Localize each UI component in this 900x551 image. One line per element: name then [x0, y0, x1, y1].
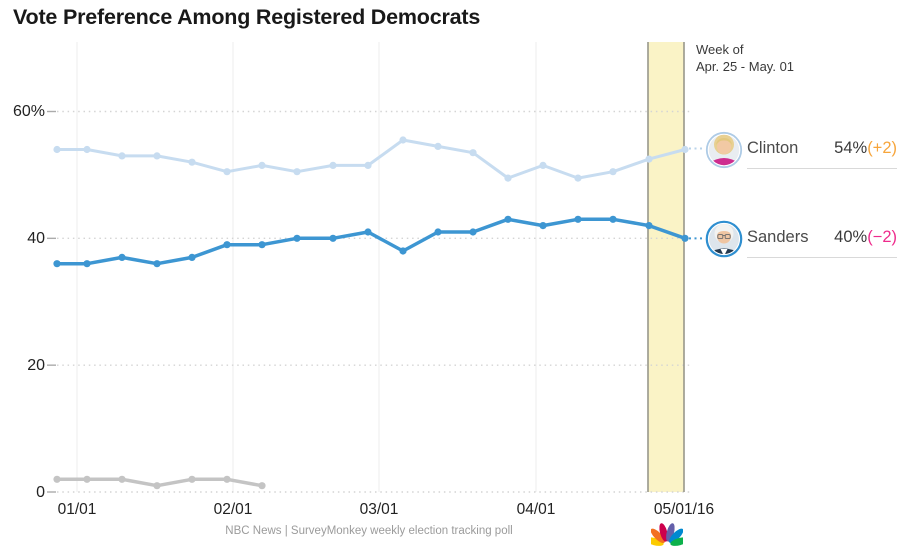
sanders-point-0 [53, 475, 61, 483]
gray-point-11 [434, 142, 442, 150]
clinton-point-15 [574, 215, 582, 223]
clinton-point-3 [153, 260, 161, 268]
annotation-line2: Apr. 25 - May. 01 [696, 58, 795, 74]
clinton-point-16 [609, 215, 617, 223]
peacock-feather-4 [669, 528, 683, 543]
gray-point-9 [364, 161, 372, 169]
clinton-point-4 [188, 253, 196, 261]
peacock-feather-5 [670, 537, 683, 546]
sanders-point-5 [223, 475, 231, 483]
highlight-band-annotation: Week of Apr. 25 - May. 01 [696, 42, 794, 75]
gray-point-6 [258, 161, 266, 169]
y-axis-label-20: 20 [27, 357, 45, 374]
sanders-point-3 [153, 482, 161, 490]
sanders-point-4 [188, 475, 196, 483]
gray-point-14 [539, 161, 547, 169]
clinton-avatar [705, 131, 743, 169]
nbc-peacock-icon [651, 523, 683, 546]
sanders-avatar [705, 220, 743, 258]
clinton-point-7 [293, 234, 301, 242]
y-axis-label-60: 60% [12, 103, 45, 120]
highlight-band [648, 42, 684, 492]
gray-point-3 [153, 152, 161, 160]
gray-point-17 [645, 155, 653, 163]
clinton-point-2 [118, 253, 126, 261]
clinton-point-10 [399, 247, 407, 255]
gray-point-15 [574, 174, 582, 182]
clinton-point-18 [681, 234, 689, 242]
clinton-point-1 [83, 260, 91, 268]
clinton-point-6 [258, 241, 266, 249]
clinton-point-5 [223, 241, 231, 249]
y-axis-label-40: 40 [27, 230, 45, 247]
x-axis-label-apr: 04/01 [516, 501, 556, 518]
clinton-change: (+2) [867, 139, 897, 157]
gray-point-4 [188, 158, 196, 166]
x-axis-label-mar: 03/01 [359, 501, 399, 518]
gray-point-10 [399, 136, 407, 144]
gray-line [55, 138, 687, 180]
gray-point-16 [609, 168, 617, 176]
chart-title: Vote Preference Among Registered Democra… [13, 5, 481, 29]
clinton-point-17 [645, 222, 653, 230]
gray-point-8 [329, 161, 337, 169]
clinton-point-14 [539, 222, 547, 230]
clinton-point-12 [469, 228, 477, 236]
source-attribution: NBC News | SurveyMonkey weekly election … [225, 525, 513, 537]
clinton-value: 54% [834, 139, 868, 157]
annotation-line1: Week of [696, 42, 744, 57]
sanders-point-1 [83, 475, 91, 483]
clinton-line [55, 217, 687, 266]
peacock-feather-2 [659, 523, 668, 542]
clinton-end-label: Clinton 54% (+2) [705, 130, 897, 170]
clinton-name: Clinton [747, 139, 799, 157]
gray-point-0 [53, 145, 61, 154]
sanders-name: Sanders [747, 228, 809, 246]
x-axis-label-may: 05/01/16 [653, 501, 715, 518]
gray-point-12 [469, 149, 477, 157]
x-axis-label-jan: 01/01 [57, 501, 97, 518]
sanders-point-2 [118, 475, 126, 483]
peacock-feather-1 [651, 528, 665, 543]
sanders-value: 40% [834, 228, 868, 246]
clinton-point-0 [53, 260, 61, 268]
y-axis-label-0: 0 [36, 484, 45, 501]
sanders-point-6 [258, 482, 266, 490]
gray-point-2 [118, 152, 126, 160]
gray-point-18 [681, 145, 689, 154]
clinton-point-11 [434, 228, 442, 236]
x-axis-label-feb: 02/01 [213, 501, 253, 518]
clinton-point-9 [364, 228, 372, 236]
sanders-change: (−2) [867, 228, 897, 246]
clinton-point-8 [329, 234, 337, 242]
gray-point-1 [83, 145, 91, 154]
gray-point-7 [293, 168, 301, 176]
clinton-point-13 [504, 215, 512, 223]
gray-point-5 [223, 168, 231, 176]
sanders-end-label: Sanders 40% (−2) [705, 219, 897, 259]
gray-point-13 [504, 174, 512, 182]
